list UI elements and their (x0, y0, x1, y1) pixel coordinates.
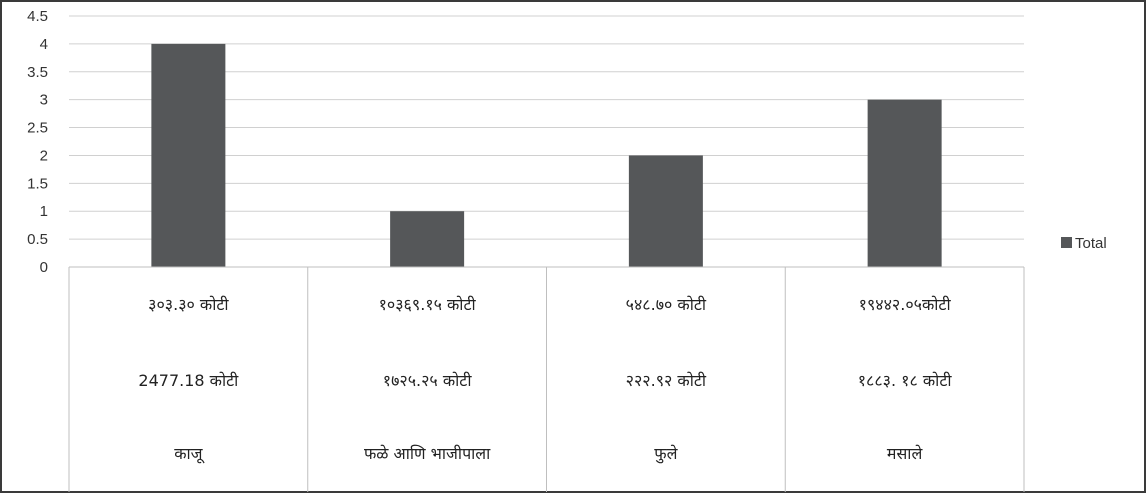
y-tick-label: 3.5 (27, 64, 48, 81)
category-value-label: १९४४२.०५कोटी (859, 295, 952, 314)
category-value-label: १७२५.२५ कोटी (383, 371, 473, 390)
y-tick-label: 1 (40, 203, 48, 220)
category-value-label: २२२.९२ कोटी (626, 371, 707, 390)
y-tick-label: 0 (40, 259, 48, 276)
bar (867, 99, 942, 268)
bar (628, 155, 703, 267)
y-tick-label: 1.5 (27, 175, 48, 192)
y-tick-label: 3 (40, 92, 48, 109)
category-label: फळे आणि भाजीपाला (364, 444, 491, 463)
y-tick-label: 4 (40, 36, 48, 53)
category-value-label: ३०३.३० कोटी (148, 295, 229, 314)
category-value-label: 2477.18 कोटी (138, 371, 239, 390)
category-label: मसाले (887, 444, 924, 463)
bar (390, 211, 465, 267)
legend-label: Total (1075, 235, 1107, 252)
y-tick-label: 0.5 (27, 231, 48, 248)
y-tick-label: 2 (40, 147, 48, 164)
y-tick-label: 4.5 (27, 8, 48, 25)
category-value-label: १८८३. १८ कोटी (858, 371, 953, 390)
category-label: काजू (174, 444, 205, 464)
legend-swatch (1061, 237, 1072, 248)
category-label: फुले (654, 444, 678, 464)
bar (151, 43, 226, 268)
y-tick-label: 2.5 (27, 120, 48, 137)
category-value-label: १०३६९.१५ कोटी (379, 295, 477, 314)
category-value-label: ५४८.७० कोटी (626, 295, 707, 314)
